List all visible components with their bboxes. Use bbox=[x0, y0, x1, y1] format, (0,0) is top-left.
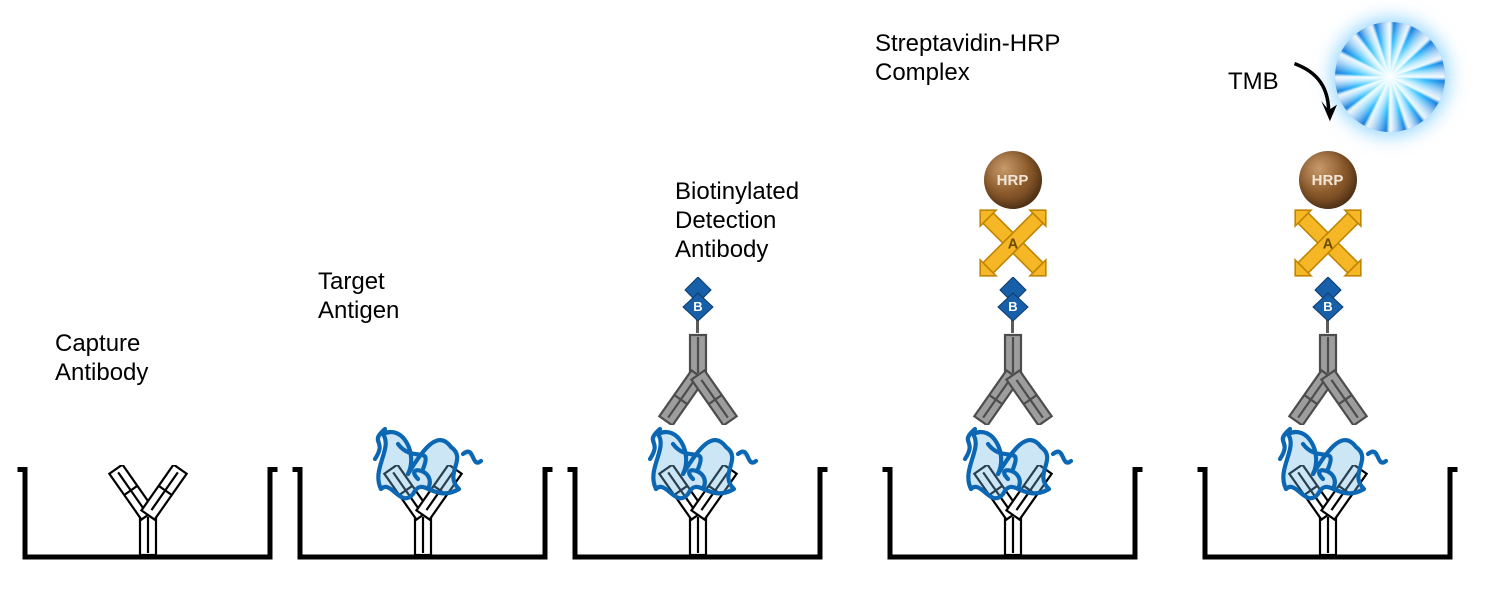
connector bbox=[696, 319, 699, 333]
component-stack bbox=[363, 419, 483, 557]
svg-text:A: A bbox=[1322, 237, 1333, 253]
detection-antibody bbox=[1273, 333, 1383, 425]
target-antigen bbox=[953, 419, 1073, 509]
target-antigen bbox=[363, 419, 483, 509]
streptavidin: A bbox=[965, 195, 1061, 291]
svg-text:B: B bbox=[1323, 299, 1332, 314]
step-label: Streptavidin-HRP Complex bbox=[875, 30, 1060, 88]
svg-text:A: A bbox=[1007, 237, 1018, 253]
step-label: Biotinylated Detection Antibody bbox=[675, 178, 799, 264]
component-stack bbox=[93, 465, 203, 557]
hrp-text: HRP bbox=[997, 172, 1029, 189]
svg-text:B: B bbox=[1008, 299, 1017, 314]
detection-antibody bbox=[643, 333, 753, 425]
component-stack: B A HRP bbox=[1268, 151, 1388, 557]
connector bbox=[1011, 319, 1014, 333]
step-label: TMB bbox=[1228, 68, 1279, 97]
hrp-text: HRP bbox=[1312, 172, 1344, 189]
capture-antibody bbox=[93, 465, 203, 557]
connector bbox=[1326, 319, 1329, 333]
hrp-enzyme: HRP bbox=[984, 151, 1042, 209]
target-antigen bbox=[638, 419, 758, 509]
svg-text:B: B bbox=[693, 299, 702, 314]
target-antigen bbox=[1268, 419, 1388, 509]
streptavidin: A bbox=[1280, 195, 1376, 291]
elisa-step-panel: B bbox=[565, 25, 830, 565]
elisa-step-panel: B A HRP bbox=[880, 25, 1145, 565]
tmb-substrate-signal bbox=[1335, 22, 1445, 132]
step-label: Target Antigen bbox=[318, 268, 399, 326]
biotin-tag: B bbox=[681, 277, 715, 321]
elisa-step-panel bbox=[15, 25, 280, 565]
detection-antibody bbox=[958, 333, 1068, 425]
hrp-enzyme: HRP bbox=[1299, 151, 1357, 209]
component-stack: B A HRP bbox=[953, 151, 1073, 557]
step-label: Capture Antibody bbox=[55, 330, 148, 388]
component-stack: B bbox=[638, 277, 758, 557]
